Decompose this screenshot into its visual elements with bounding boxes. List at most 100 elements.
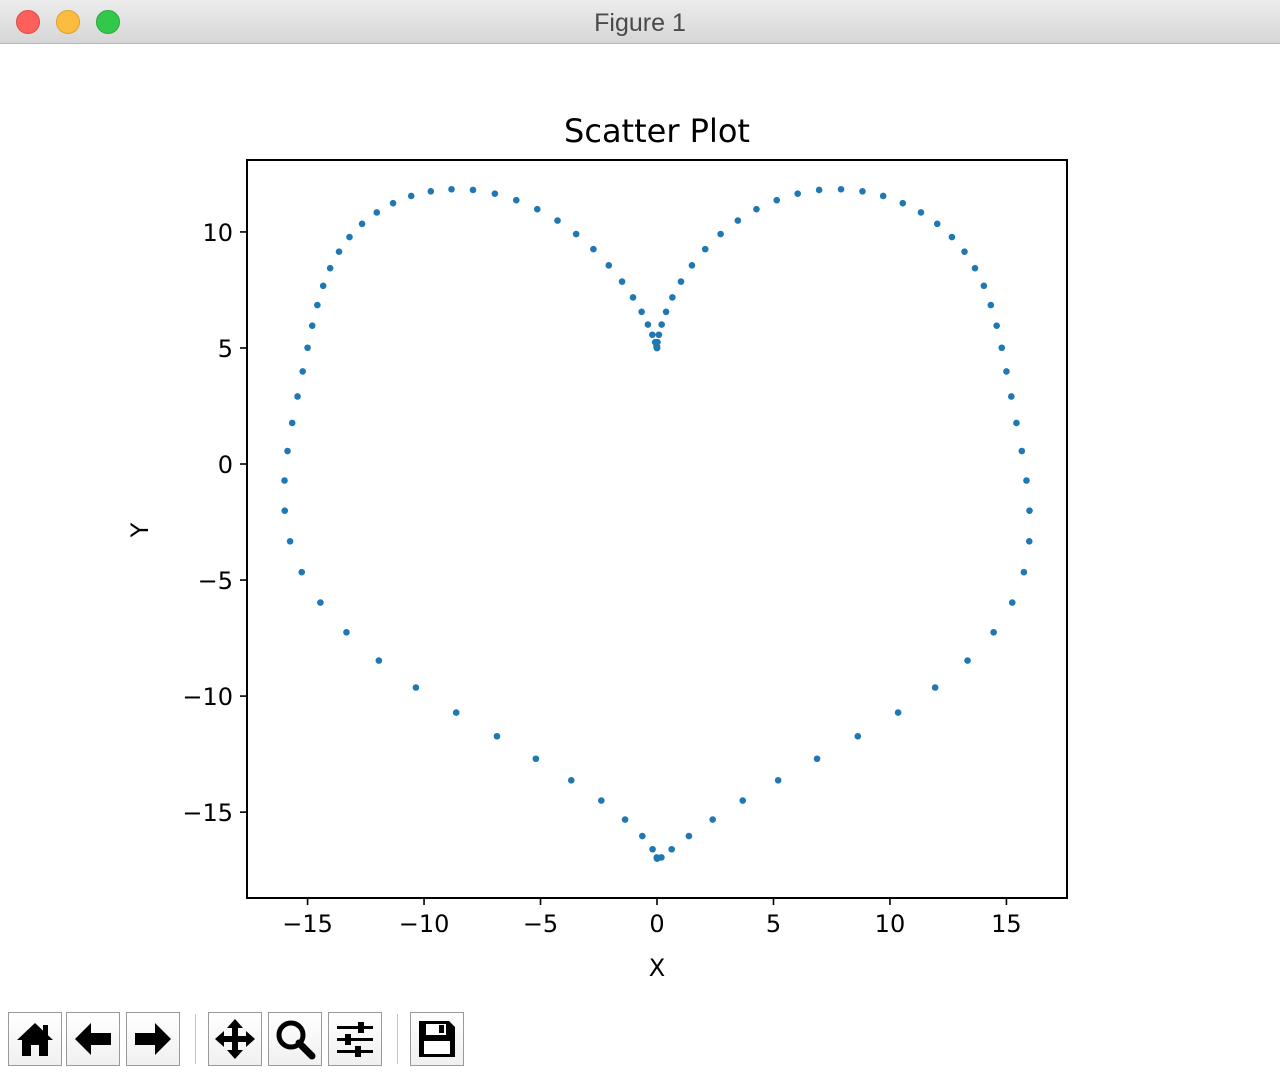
data-point: [317, 599, 324, 606]
data-point: [961, 248, 968, 255]
x-tick-label: 10: [875, 910, 906, 938]
axes-frame: [246, 159, 1068, 899]
data-point: [753, 205, 760, 213]
window-title: Figure 1: [594, 9, 686, 37]
y-axis-ticks: −15 −10 −5 0 5 10: [182, 219, 247, 827]
data-point: [319, 282, 327, 290]
data-point: [837, 185, 845, 193]
data-point: [375, 657, 383, 664]
zoom-button[interactable]: [268, 1012, 322, 1066]
data-point: [669, 294, 676, 301]
save-button[interactable]: [410, 1012, 464, 1066]
x-tick-label: −15: [282, 910, 333, 938]
data-point: [621, 816, 629, 823]
data-point: [774, 777, 782, 784]
y-axis-label: Y: [126, 522, 154, 538]
data-point: [709, 816, 716, 823]
x-axis-label: X: [649, 954, 665, 982]
y-tick-label: −10: [182, 683, 233, 711]
chart-title: Scatter Plot: [564, 112, 750, 150]
y-tick-label: −5: [198, 567, 233, 595]
data-point: [662, 308, 670, 316]
maximize-window-button[interactable]: [96, 10, 120, 34]
data-point: [651, 338, 659, 346]
toolbar-separator: [195, 1014, 196, 1064]
data-point: [649, 331, 656, 339]
data-point: [326, 264, 334, 272]
data-point: [629, 294, 637, 301]
data-point: [299, 368, 306, 375]
data-point: [990, 628, 997, 636]
data-point: [639, 832, 646, 840]
back-button[interactable]: [66, 1012, 120, 1066]
configure-subplots-button[interactable]: [328, 1012, 382, 1066]
data-point: [1026, 507, 1033, 514]
data-point: [701, 245, 709, 253]
data-point: [304, 344, 311, 352]
data-point: [653, 854, 661, 861]
x-axis-ticks: −15 −10 −5 0 5 10 15: [282, 898, 1022, 938]
home-icon: [17, 1023, 53, 1056]
data-point: [373, 209, 381, 216]
data-point: [668, 845, 675, 853]
data-point: [590, 245, 597, 253]
x-tick-label: 5: [766, 910, 781, 938]
minimize-window-button[interactable]: [56, 10, 80, 34]
data-point: [649, 845, 656, 853]
data-point: [658, 321, 665, 328]
data-point: [677, 278, 685, 285]
y-tick-label: 5: [218, 335, 233, 363]
pan-button[interactable]: [208, 1012, 262, 1066]
data-point: [899, 199, 907, 207]
data-point: [469, 186, 477, 194]
data-point: [638, 308, 645, 316]
data-point: [815, 186, 823, 194]
data-point: [794, 190, 801, 197]
data-point: [288, 419, 296, 427]
forward-button[interactable]: [126, 1012, 180, 1066]
data-point: [1023, 477, 1030, 484]
toolbar-separator: [397, 1014, 398, 1064]
back-arrow-icon: [75, 1023, 111, 1055]
data-point: [572, 230, 580, 238]
data-point: [964, 657, 971, 664]
data-point: [314, 301, 321, 309]
forward-arrow-icon: [135, 1023, 171, 1055]
data-point: [854, 732, 862, 740]
home-button[interactable]: [8, 1012, 62, 1066]
data-point: [335, 248, 343, 255]
scatter-chart: Scatter Plot −15 −10 −5 0 5 10 15 −15 −10 −5 0 5 10…: [126, 112, 1068, 982]
data-point: [286, 538, 294, 545]
window-titlebar: Figure 1: [0, 0, 1280, 44]
data-point: [567, 777, 575, 784]
data-point: [412, 684, 420, 691]
y-tick-label: −15: [182, 799, 233, 827]
data-point: [281, 477, 288, 484]
data-point: [618, 278, 626, 285]
close-window-button[interactable]: [16, 10, 40, 34]
data-point: [284, 447, 291, 455]
data-point: [688, 262, 696, 269]
y-tick-label: 0: [218, 451, 233, 479]
data-point: [407, 192, 415, 200]
data-points: [281, 185, 1033, 862]
data-point: [448, 185, 455, 193]
data-point: [452, 709, 460, 716]
data-point: [298, 568, 306, 576]
save-floppy-icon: [419, 1021, 455, 1057]
pan-move-icon: [215, 1019, 255, 1059]
data-point: [773, 196, 781, 204]
data-point: [346, 233, 353, 241]
data-point: [948, 233, 956, 241]
data-point: [281, 507, 289, 514]
data-point: [813, 755, 821, 763]
zoom-magnifier-icon: [276, 1020, 316, 1060]
configure-subplots-icon: [337, 1022, 373, 1057]
data-point: [294, 393, 301, 400]
data-point: [1020, 568, 1028, 576]
data-point: [308, 322, 316, 330]
data-point: [998, 344, 1006, 352]
data-point: [343, 628, 350, 636]
data-point: [427, 188, 435, 195]
data-point: [532, 755, 540, 763]
